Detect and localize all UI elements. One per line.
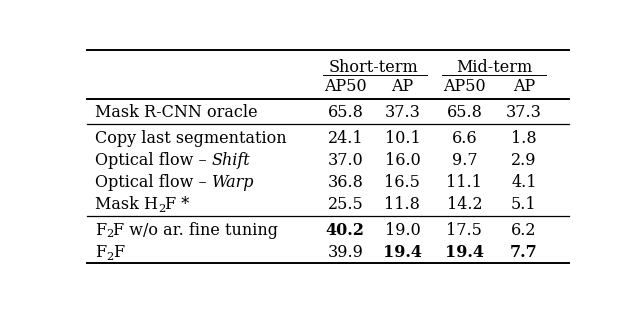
Text: Warp: Warp <box>212 174 254 191</box>
Text: 2: 2 <box>158 204 165 214</box>
Text: 11.8: 11.8 <box>385 196 420 214</box>
Text: F w/o ar. fine tuning: F w/o ar. fine tuning <box>113 222 278 239</box>
Text: 19.0: 19.0 <box>385 222 420 239</box>
Text: 19.4: 19.4 <box>445 244 484 261</box>
Text: Optical flow –: Optical flow – <box>95 174 212 191</box>
Text: 24.1: 24.1 <box>328 130 363 146</box>
Text: 65.8: 65.8 <box>447 104 483 121</box>
Text: F: F <box>113 244 124 261</box>
Text: 40.2: 40.2 <box>326 222 365 239</box>
Text: Mid-term: Mid-term <box>456 59 532 76</box>
Text: 65.8: 65.8 <box>328 104 364 121</box>
Text: AP: AP <box>513 78 535 95</box>
Text: 19.4: 19.4 <box>383 244 422 261</box>
Text: 37.3: 37.3 <box>506 104 542 121</box>
Text: 37.3: 37.3 <box>385 104 420 121</box>
Text: 5.1: 5.1 <box>511 196 537 214</box>
Text: 6.2: 6.2 <box>511 222 537 239</box>
Text: 25.5: 25.5 <box>328 196 364 214</box>
Text: 11.1: 11.1 <box>447 174 483 191</box>
Text: 16.5: 16.5 <box>385 174 420 191</box>
Text: F: F <box>95 222 106 239</box>
Text: AP: AP <box>391 78 413 95</box>
Text: Copy last segmentation: Copy last segmentation <box>95 130 287 146</box>
Text: F *: F * <box>165 196 189 214</box>
Text: 7.7: 7.7 <box>510 244 538 261</box>
Text: 16.0: 16.0 <box>385 152 420 169</box>
Text: 4.1: 4.1 <box>511 174 537 191</box>
Text: Short-term: Short-term <box>329 59 419 76</box>
Text: Mask H: Mask H <box>95 196 158 214</box>
Text: AP50: AP50 <box>443 78 486 95</box>
Text: 9.7: 9.7 <box>452 152 477 169</box>
Text: 36.8: 36.8 <box>328 174 364 191</box>
Text: 10.1: 10.1 <box>385 130 420 146</box>
Text: 39.9: 39.9 <box>328 244 364 261</box>
Text: 6.6: 6.6 <box>452 130 477 146</box>
Text: AP50: AP50 <box>324 78 367 95</box>
Text: 17.5: 17.5 <box>447 222 483 239</box>
Text: Optical flow –: Optical flow – <box>95 152 212 169</box>
Text: 2: 2 <box>106 229 113 240</box>
Text: 37.0: 37.0 <box>328 152 364 169</box>
Text: 14.2: 14.2 <box>447 196 482 214</box>
Text: 2: 2 <box>106 252 113 262</box>
Text: Mask R-CNN oracle: Mask R-CNN oracle <box>95 104 257 121</box>
Text: 2.9: 2.9 <box>511 152 537 169</box>
Text: Shift: Shift <box>212 152 250 169</box>
Text: 1.8: 1.8 <box>511 130 537 146</box>
Text: F: F <box>95 244 106 261</box>
